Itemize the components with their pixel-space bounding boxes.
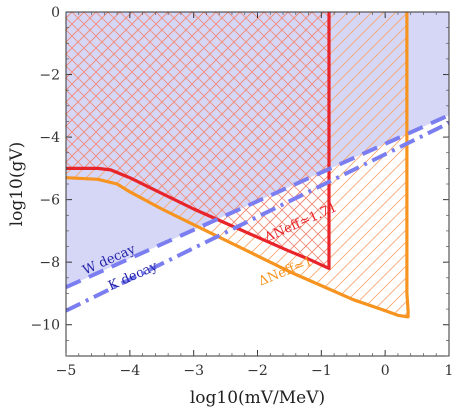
- y-tick-label: −4: [39, 130, 60, 146]
- k-decay-line: [66, 121, 449, 313]
- x-tick-label: −5: [56, 363, 77, 379]
- red-hatched-region: [66, 12, 329, 269]
- y-axis-label: log10(gV): [7, 142, 27, 227]
- x-tick-label: −2: [247, 363, 268, 379]
- plot-area: [66, 12, 449, 319]
- y-tick-label: −8: [39, 255, 60, 271]
- x-tick-label: −3: [183, 363, 204, 379]
- orange-boundary-line: [66, 12, 410, 319]
- ticks-layer: −5 −4 −3 −2 −1 0 10−2−4−6−8−10: [30, 5, 453, 379]
- x-tick-label: −4: [120, 363, 141, 379]
- y-tick-label: −6: [39, 193, 60, 209]
- y-tick-label: −2: [39, 68, 60, 84]
- red-boundary-line: [66, 12, 331, 270]
- x-axis-label: log10(mV/MeV): [190, 388, 325, 408]
- y-tick-label: 0: [51, 5, 60, 21]
- x-tick-label: 0: [381, 363, 390, 379]
- series-layer: [66, 12, 449, 319]
- x-tick-label: −1: [311, 363, 332, 379]
- y-tick-label: −10: [30, 318, 60, 334]
- x-tick-label: 1: [445, 363, 454, 379]
- w-decay-line: [66, 113, 449, 290]
